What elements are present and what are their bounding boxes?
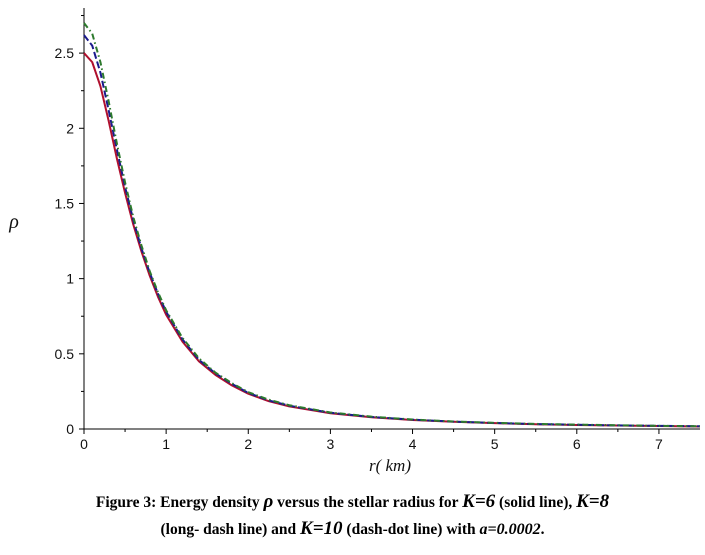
caption-text-6: . xyxy=(540,521,545,538)
x-tick-label: 0 xyxy=(80,436,88,452)
figure-caption: Figure 3: Energy density ρ versus the st… xyxy=(0,489,705,543)
caption-text-4: (long- dash line) and xyxy=(160,521,301,538)
energy-density-chart: 0 1 2 3 4 5 6 7 0 0.5 1 1.5 2 2.5 r( km) ρ xyxy=(8,8,701,475)
caption-rho: ρ xyxy=(263,491,274,512)
x-tick-label: 2 xyxy=(244,436,252,452)
caption-text-3: (solid line), xyxy=(495,494,577,511)
y-tick-label: 0 xyxy=(66,421,74,437)
caption-text-1: Figure 3: Energy density xyxy=(95,494,264,511)
x-tick-label: 4 xyxy=(409,436,417,452)
x-axis-label: r( km) xyxy=(369,456,411,475)
y-ticks: 0 0.5 1 1.5 2 2.5 xyxy=(55,15,84,437)
axes xyxy=(83,8,700,430)
caption-k8: K=8 xyxy=(576,491,610,512)
caption-k6: K=6 xyxy=(462,491,496,512)
caption-line-2: (long- dash line) and K=10 (dash-dot lin… xyxy=(0,516,705,543)
series-line-long-dash xyxy=(83,34,701,428)
x-tick-label: 7 xyxy=(655,436,663,452)
caption-a-value: a=0.0002 xyxy=(479,521,541,538)
caption-text-2: versus the stellar radius for xyxy=(273,494,463,511)
series-line-solid xyxy=(83,52,701,428)
y-axis-label: ρ xyxy=(8,211,19,233)
y-tick-label: 0.5 xyxy=(55,346,75,362)
series-line-dash-dot xyxy=(83,22,701,428)
y-tick-label: 1.5 xyxy=(55,195,75,211)
x-tick-label: 6 xyxy=(573,436,581,452)
x-ticks: 0 1 2 3 4 5 6 7 xyxy=(80,429,663,452)
series-layer xyxy=(83,22,701,428)
caption-text-5: (dash-dot line) with xyxy=(342,521,480,538)
y-tick-label: 1 xyxy=(66,271,74,287)
caption-k10: K=10 xyxy=(300,518,343,539)
x-tick-label: 1 xyxy=(162,436,170,452)
y-tick-label: 2.5 xyxy=(55,45,75,61)
x-tick-label: 5 xyxy=(491,436,499,452)
x-tick-label: 3 xyxy=(327,436,335,452)
y-tick-label: 2 xyxy=(66,120,74,136)
caption-line-1: Figure 3: Energy density ρ versus the st… xyxy=(0,489,705,516)
